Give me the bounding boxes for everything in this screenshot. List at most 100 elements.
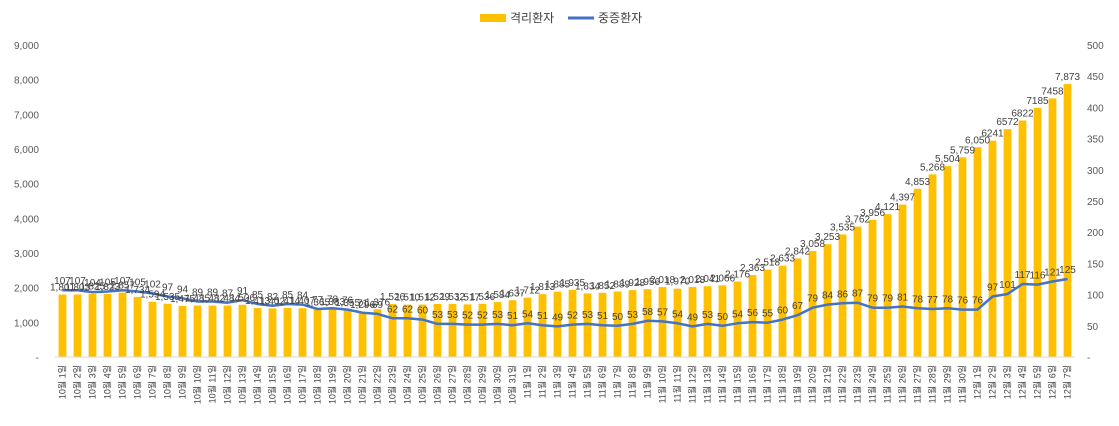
x-tick-label: 11월 28일 <box>927 365 938 403</box>
line-data-label: 78 <box>327 294 339 305</box>
line-data-label: 104 <box>84 278 101 289</box>
x-tick-label: 12월 6일 <box>1047 365 1058 399</box>
bar <box>643 289 652 357</box>
bar-data-label: 1,885 <box>545 280 570 291</box>
bar-data-label: 1,506 <box>230 293 255 304</box>
x-tick-label: 11월 25일 <box>882 365 893 403</box>
bar-data-label: 1,475 <box>170 294 195 305</box>
line-data-label: 50 <box>612 312 624 323</box>
line-data-label: 54 <box>732 309 744 320</box>
line-data-label: 87 <box>222 289 234 300</box>
bar <box>268 308 277 357</box>
y-left-tick-label: 5,000 <box>14 180 39 191</box>
x-tick-label: 12월 5일 <box>1032 365 1043 399</box>
y-right-tick-label: 50 <box>1087 322 1099 333</box>
line-data-label: 62 <box>387 304 399 315</box>
x-tick-label: 11월 8일 <box>627 365 638 398</box>
x-tick-label: 10월 19일 <box>327 365 338 404</box>
bar-data-label: 1,536 <box>470 292 495 303</box>
line-data-label: 87 <box>852 289 864 300</box>
x-tick-label: 12월 3일 <box>1002 365 1013 399</box>
x-tick-label: 11월 4일 <box>567 365 578 398</box>
line-data-label: 79 <box>882 294 894 305</box>
bar <box>448 303 457 357</box>
bar-data-label: 3,058 <box>800 239 825 250</box>
x-tick-label: 11월 30일 <box>957 365 968 403</box>
bar-data-label: 1,834 <box>575 281 600 292</box>
line-data-label: 53 <box>447 310 459 321</box>
bar <box>163 303 172 357</box>
line-data-label: 60 <box>417 306 429 317</box>
bar-data-label: 1,413 <box>245 296 270 307</box>
bar-data-label: 1,532 <box>440 292 465 303</box>
bar <box>1063 84 1072 357</box>
bar-data-label: 1,594 <box>140 290 165 301</box>
x-tick-label: 10월 4일 <box>102 365 113 399</box>
x-tick-label: 10월 18일 <box>312 365 323 404</box>
line-data-label: 54 <box>672 309 684 320</box>
bar-data-label: 2,041 <box>695 274 720 285</box>
y-left-tick-label: 6,000 <box>14 145 39 156</box>
bar-data-label: 3,535 <box>830 222 855 233</box>
bar-data-label: 1,637 <box>500 288 525 299</box>
bar <box>943 166 952 357</box>
line-data-label: 77 <box>312 295 324 306</box>
bar-data-label: 2,633 <box>770 254 795 265</box>
legend-label-line: 중증환자 <box>598 11 642 25</box>
y-right-tick-label: 400 <box>1087 103 1104 114</box>
y-right-tick-label: 350 <box>1087 135 1104 146</box>
bar <box>733 281 742 357</box>
bar <box>823 244 832 357</box>
x-tick-label: 12월 7일 <box>1062 365 1073 399</box>
bar <box>748 275 757 357</box>
line-data-label: 56 <box>747 308 759 319</box>
x-tick-label: 11월 7일 <box>612 365 623 398</box>
line-data-label: 52 <box>567 311 579 322</box>
x-tick-label: 10월 2일 <box>72 365 83 399</box>
line-data-label: 97 <box>162 282 174 293</box>
line-data-label: 53 <box>492 310 504 321</box>
x-tick-label: 11월 20일 <box>807 365 818 403</box>
bar-data-label: 1,296 <box>350 300 375 311</box>
line-data-label: 86 <box>837 289 849 300</box>
bar <box>763 269 772 357</box>
bar <box>103 293 112 357</box>
bar-data-label: 1,355 <box>335 298 360 309</box>
line-data-label: 79 <box>807 294 819 305</box>
x-tick-label: 10월 15일 <box>267 365 278 404</box>
line-data-label: 125 <box>1059 265 1076 276</box>
bar <box>508 300 517 357</box>
line-data-label: 79 <box>867 294 879 305</box>
x-tick-label: 11월 10일 <box>657 365 668 403</box>
line-data-label: 89 <box>207 287 219 298</box>
y-right-tick-label: 450 <box>1087 72 1104 83</box>
y-left-tick-label: - <box>36 353 39 364</box>
bar-data-label: 1,484 <box>215 294 240 305</box>
bar <box>328 309 337 357</box>
x-tick-label: 10월 9일 <box>177 365 188 399</box>
bar-data-label: 1,970 <box>665 277 690 288</box>
bar-data-label: 1,517 <box>455 292 480 303</box>
bar-data-label: 1,852 <box>590 281 615 292</box>
bar <box>403 304 412 357</box>
x-tick-label: 10월 7일 <box>147 365 158 399</box>
x-tick-label: 11월 22일 <box>837 365 848 403</box>
bar-data-label: 7,873 <box>1055 72 1080 83</box>
x-tick-label: 11월 16일 <box>747 365 758 403</box>
line-data-label: 51 <box>537 311 549 322</box>
bar <box>868 219 877 357</box>
bar <box>253 308 262 357</box>
line-data-label: 81 <box>897 292 909 303</box>
x-tick-label: 10월 10일 <box>192 365 203 404</box>
y-left-tick-label: 2,000 <box>14 284 39 295</box>
bar-data-label: 1,712 <box>515 286 540 297</box>
line-data-label: 116 <box>1030 271 1046 282</box>
x-tick-label: 12월 4일 <box>1017 365 1028 399</box>
bar <box>928 174 937 357</box>
bar <box>853 226 862 357</box>
bar-data-label: 1,512 <box>410 293 435 304</box>
bar-data-label: 1,407 <box>290 296 315 307</box>
x-tick-label: 10월 29일 <box>477 365 488 404</box>
bar-data-label: 1,825 <box>80 282 105 293</box>
y-left-tick-label: 3,000 <box>14 249 39 260</box>
